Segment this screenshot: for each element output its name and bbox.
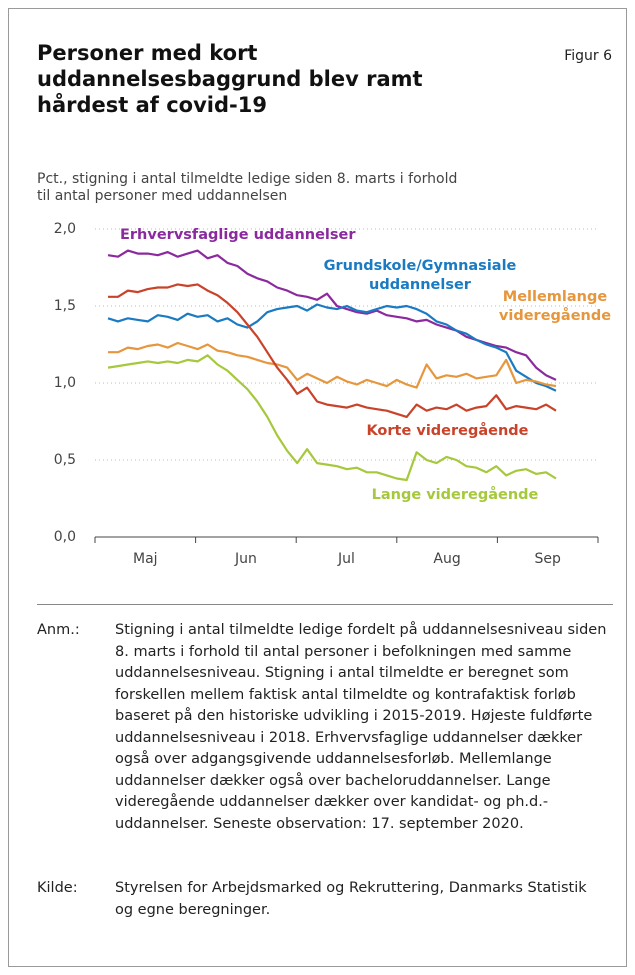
y-tick-label: 0,5 — [54, 452, 76, 468]
y-tick-label: 0,0 — [54, 529, 76, 545]
series-label: Korte videregående — [366, 423, 529, 439]
note: Stigning i antal tilmeldte ledige fordel… — [115, 622, 607, 832]
series-label: Mellemlange videregående — [498, 289, 612, 324]
series-line — [108, 341, 557, 389]
note-label: Anm.: — [37, 622, 80, 638]
source-label: Kilde: — [37, 880, 78, 896]
source: Styrelsen for Arbejdsmarked og Rekrutter… — [115, 880, 587, 918]
series-line — [107, 303, 557, 392]
y-tick-label: 1,0 — [54, 375, 76, 391]
x-tick-label: Sep — [535, 551, 562, 567]
y-tick-label: 2,0 — [54, 221, 76, 237]
figure-frame — [8, 8, 627, 967]
series-line — [107, 354, 557, 482]
series-label: Grundskole/Gymnasiale uddannelser — [323, 258, 517, 293]
x-tick-label: Maj — [133, 551, 158, 567]
figure-label: Figur 6 — [564, 48, 612, 64]
separator — [37, 604, 613, 605]
series-label: Erhvervsfaglige uddannelser — [120, 227, 356, 243]
chart-title: Personer med kort uddannelsesbaggrund bl… — [37, 41, 423, 117]
x-tick-label: Aug — [433, 551, 460, 567]
x-tick-label: Jul — [337, 551, 355, 567]
chart: 0,0 0,5 1,0 1,5 2,0 Maj Jun Jul Aug Sep — [54, 221, 599, 567]
y-axis-label: Pct., stigning i antal tilmeldte ledige … — [37, 171, 458, 204]
x-tick-label: Jun — [234, 551, 257, 567]
y-tick-label: 1,5 — [54, 298, 76, 314]
series-label: Lange videregående — [371, 487, 539, 503]
series-line — [108, 283, 557, 418]
